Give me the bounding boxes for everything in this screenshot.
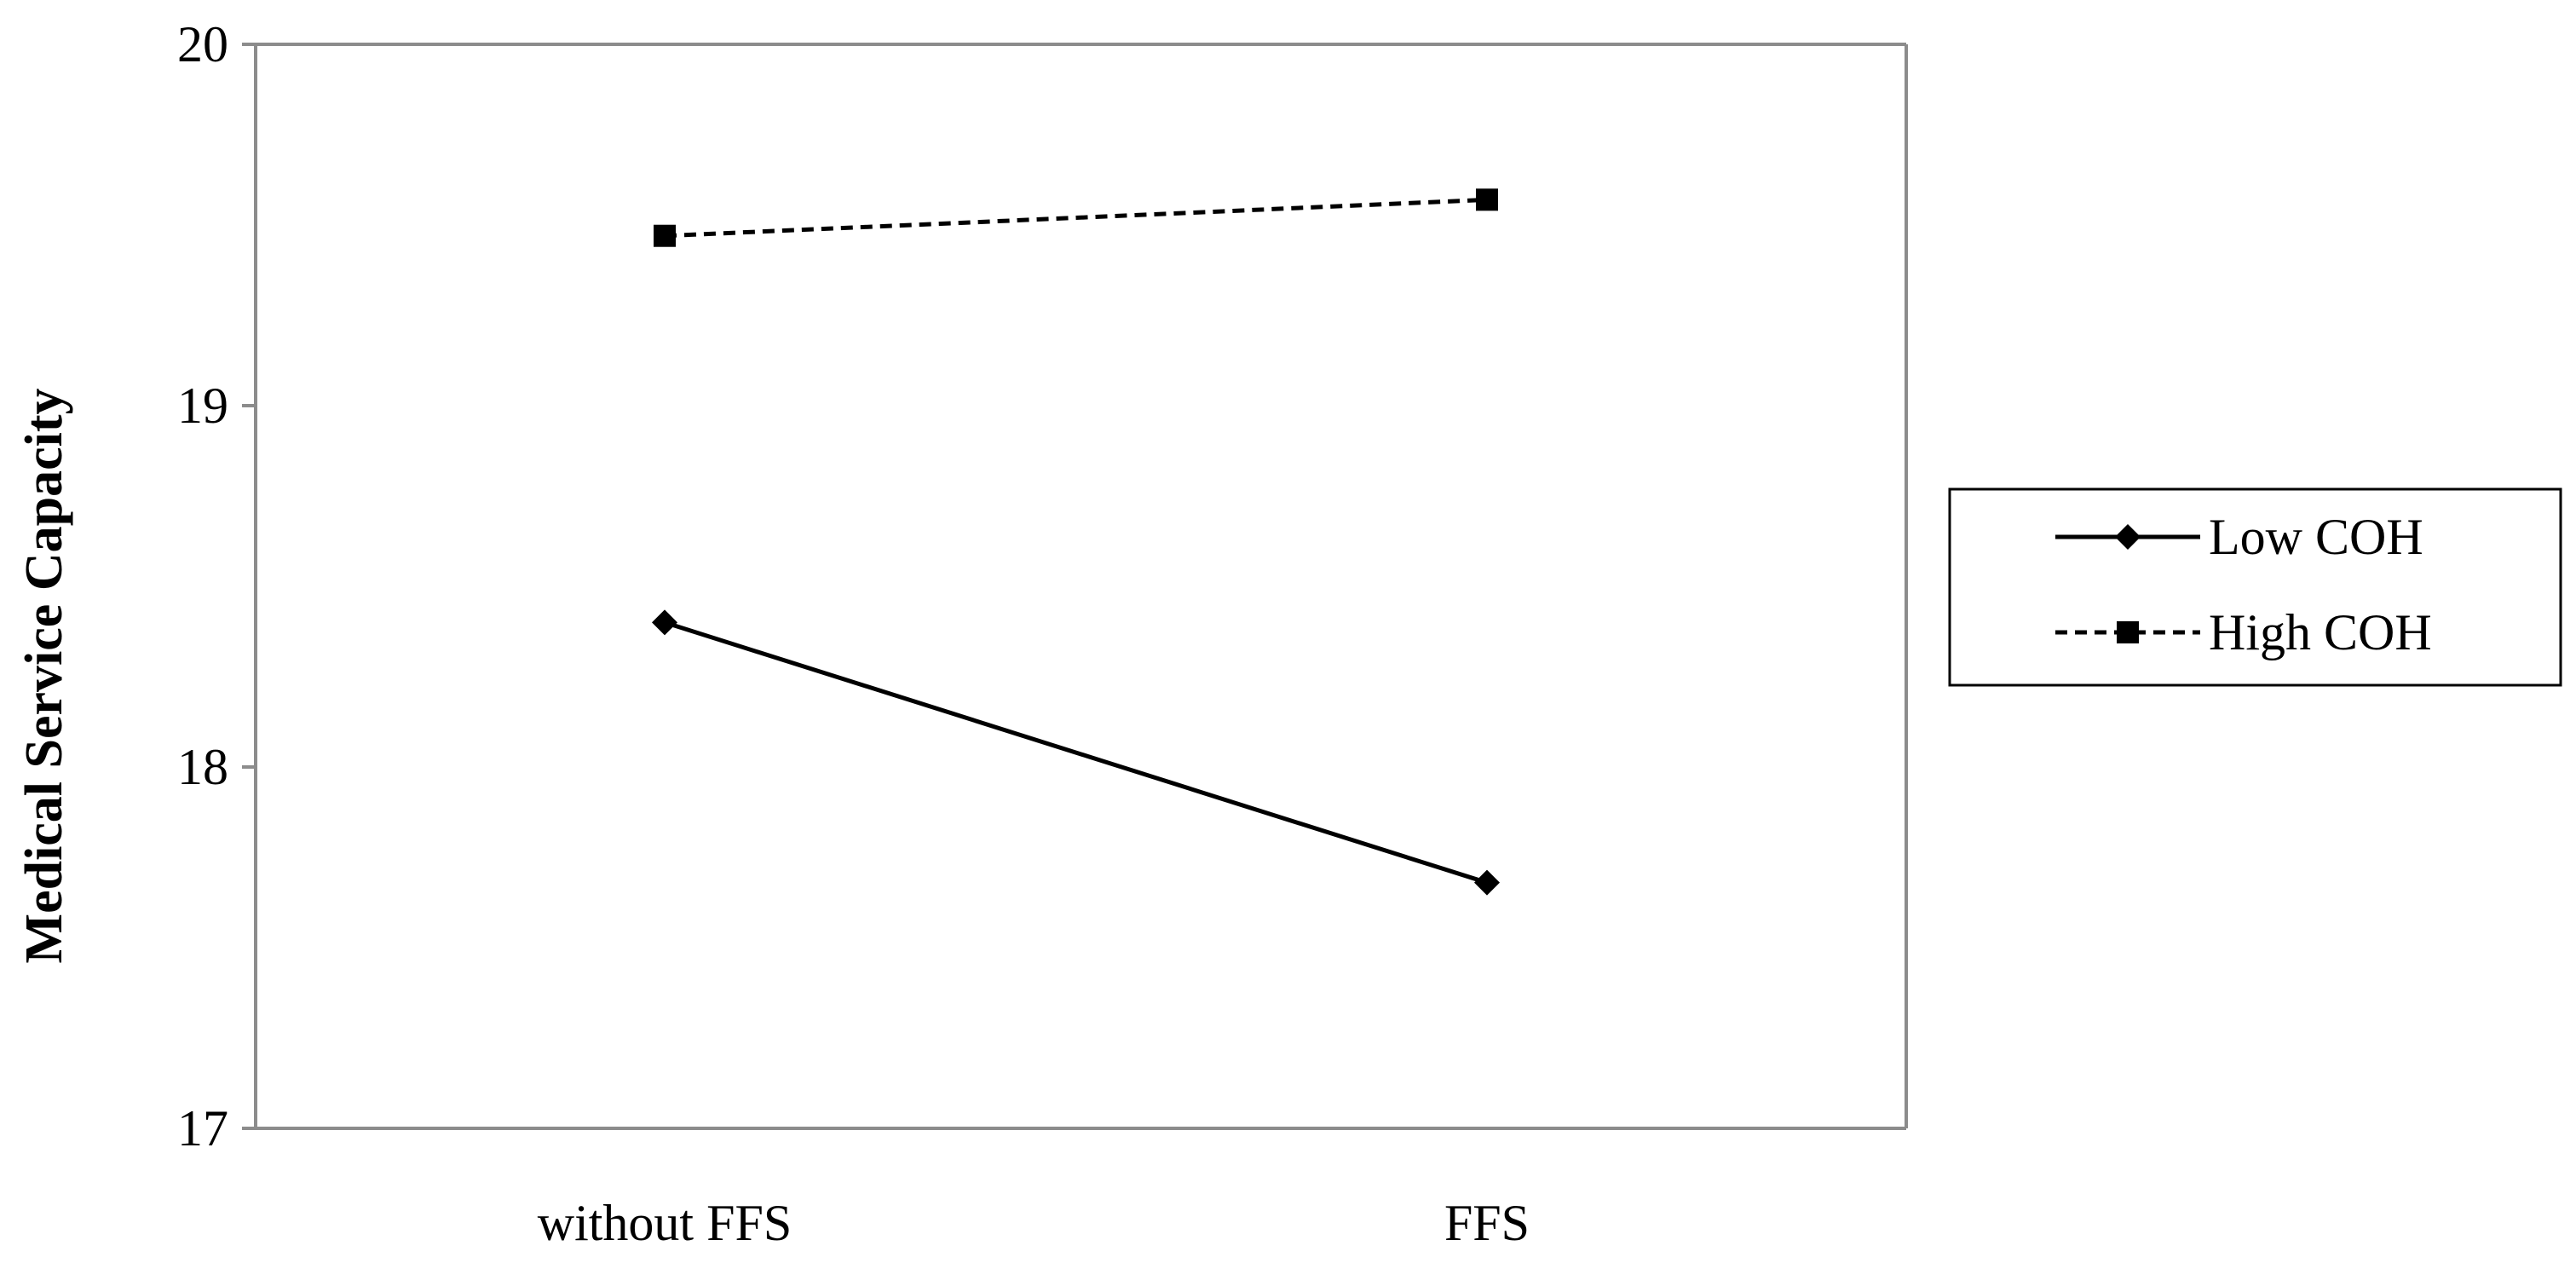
y-tick-label: 18 xyxy=(177,739,228,795)
series-high-coh xyxy=(654,188,1498,247)
y-tick-label: 20 xyxy=(177,16,228,72)
data-point-low-coh xyxy=(1474,869,1500,896)
legend-marker-low-coh xyxy=(2115,524,2141,550)
y-tick-label: 19 xyxy=(177,378,228,434)
data-point-high-coh xyxy=(1476,188,1498,211)
data-point-low-coh xyxy=(652,609,677,636)
x-category-label: FFS xyxy=(1444,1195,1530,1251)
x-category-label: without FFS xyxy=(538,1195,792,1251)
x-axis-categories: without FFS FFS xyxy=(538,1195,1530,1251)
y-axis: 17 18 19 20 xyxy=(177,16,257,1156)
legend: Low COH High COH xyxy=(1948,487,2562,687)
y-axis-label: Medical Service Capacity xyxy=(15,389,73,964)
legend-box xyxy=(1948,487,2562,687)
series-low-coh xyxy=(652,609,1500,896)
legend-label-low-coh: Low COH xyxy=(2209,509,2423,565)
series-line-high-coh xyxy=(664,197,1488,239)
series-line-low-coh xyxy=(664,620,1488,885)
y-tick-label: 17 xyxy=(177,1100,228,1156)
plot-frame xyxy=(256,43,1908,1130)
legend-marker-high-coh xyxy=(2117,621,2139,643)
data-point-high-coh xyxy=(654,224,676,247)
series-group xyxy=(652,188,1500,896)
legend-label-high-coh: High COH xyxy=(2209,604,2432,660)
